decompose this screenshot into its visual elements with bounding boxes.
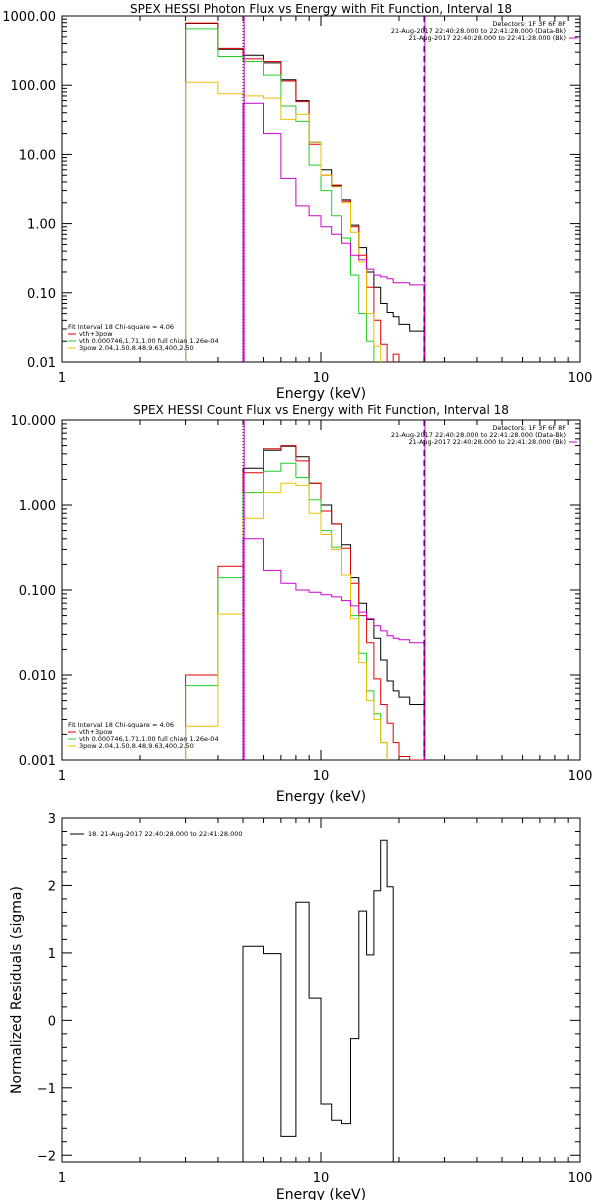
y-tick-label: −1 xyxy=(37,1082,56,1097)
y-ticks: 0.01 0.10 1.00 10.00 100.00 1000.00 xyxy=(2,10,580,371)
x-tick-label: 100 xyxy=(568,1171,593,1186)
y-tick-label: 10.000 xyxy=(11,414,57,429)
y-tick-label: 0 xyxy=(48,1014,56,1029)
legend-label: 18. 21-Aug-2017 22:40:28.000 to 22:41:28… xyxy=(88,830,243,838)
chart-panel-1: SPEX HESSI Photon Flux vs Energy with Fi… xyxy=(2,2,593,402)
x-ticks: 1 10 100 xyxy=(58,818,593,1186)
y-tick-label: 0.001 xyxy=(19,754,56,769)
y-tick-label: −2 xyxy=(37,1149,56,1164)
info-line: Detectors: 1F 3F 6F 8F xyxy=(492,20,566,28)
x-tick-label: 100 xyxy=(568,371,593,386)
chart-panel-3: Energy (keV) Normalized Residuals (sigma)… xyxy=(9,812,592,1200)
legend-label: vth 0.000746,1.71,1.00 full chian 1.26e-… xyxy=(79,337,219,345)
x-tick-label: 10 xyxy=(313,1171,330,1186)
x-tick-label: 10 xyxy=(313,769,330,784)
info-line: 21-Aug-2017 22:40:28.000 to 22:41:28.000… xyxy=(409,34,566,42)
y-tick-label: 1.000 xyxy=(19,499,56,514)
plot-frame xyxy=(61,817,581,1163)
y-tick-label: 0.10 xyxy=(27,287,56,302)
info-line: Detectors: 1F 3F 6F 8F xyxy=(492,424,566,432)
y-tick-label: 1.00 xyxy=(27,218,56,233)
x-tick-label: 10 xyxy=(313,371,330,386)
legend: Fit Interval 18 Chi-square = 4.06vth+3po… xyxy=(68,323,219,352)
y-ticks: 0.001 0.010 0.100 1.000 10.000 xyxy=(11,414,580,769)
series-line-5 xyxy=(242,102,425,362)
legend: 18. 21-Aug-2017 22:40:28.000 to 22:41:28… xyxy=(70,830,243,838)
info-line: 21-Aug-2017 22:40:28.000 to 22:41:28.000… xyxy=(391,27,566,35)
y-tick-label: 2 xyxy=(48,879,56,894)
chart-panel-2: SPEX HESSI Count Flux vs Energy with Fit… xyxy=(11,403,593,805)
series-line-2 xyxy=(185,445,425,760)
legend-label: 3pow 2.04,1.50,8.48,9.63,400,2.50 xyxy=(79,742,194,750)
series-line-3 xyxy=(185,28,425,362)
series-line-2 xyxy=(185,22,425,362)
series-line-1 xyxy=(185,23,425,362)
series-line-4 xyxy=(185,482,425,760)
series-line-1 xyxy=(242,445,425,760)
fit-caption: Fit Interval 18 Chi-square = 4.06 xyxy=(68,721,174,729)
y-tick-label: 0.100 xyxy=(19,584,56,599)
x-tick-label: 1 xyxy=(58,1171,66,1186)
y-tick-label: 0.010 xyxy=(19,669,56,684)
x-ticks: 1 10 100 xyxy=(58,420,593,784)
legend-label: vth 0.000746,1.71,1.00 full chian 1.26e-… xyxy=(79,735,219,743)
y-axis-label: Normalized Residuals (sigma) xyxy=(9,886,25,1094)
legend-label: vth+3pow xyxy=(79,728,113,736)
series-line-1 xyxy=(242,839,394,1162)
info-line: 21-Aug-2017 22:40:28.000 to 22:41:28.000… xyxy=(391,431,566,439)
y-tick-label: 10.00 xyxy=(19,148,56,163)
info-line: 21-Aug-2017 22:40:28.000 to 22:41:28.000… xyxy=(409,438,566,446)
y-tick-label: 0.01 xyxy=(27,356,56,371)
y-tick-label: 100.00 xyxy=(11,79,57,94)
series-line-5 xyxy=(242,538,425,760)
x-axis-label: Energy (keV) xyxy=(276,1187,366,1200)
y-tick-label: 1000.00 xyxy=(2,10,56,25)
series-group xyxy=(185,445,425,760)
x-tick-label: 100 xyxy=(568,769,593,784)
series-group xyxy=(185,22,425,362)
y-tick-label: 3 xyxy=(48,812,56,827)
y-ticks: −2 −1 0 1 2 3 xyxy=(37,812,580,1164)
fit-caption: Fit Interval 18 Chi-square = 4.06 xyxy=(68,323,174,331)
legend-label: 3pow 2.04,1.50,8.48,9.63,400,2.50 xyxy=(79,344,194,352)
series-group xyxy=(242,839,394,1162)
series-line-4 xyxy=(185,81,425,362)
legend: Fit Interval 18 Chi-square = 4.06vth+3po… xyxy=(68,721,219,750)
y-tick-label: 1 xyxy=(48,947,56,962)
x-ticks: 1 10 100 xyxy=(58,16,593,386)
legend-label: vth+3pow xyxy=(79,330,113,338)
x-axis-label: Energy (keV) xyxy=(276,789,366,805)
x-axis-label: Energy (keV) xyxy=(276,386,366,402)
x-tick-label: 1 xyxy=(58,769,66,784)
plot-frame xyxy=(61,419,581,761)
chart-title: SPEX HESSI Count Flux vs Energy with Fit… xyxy=(133,403,509,417)
series-line-3 xyxy=(185,462,425,760)
x-tick-label: 1 xyxy=(58,371,66,386)
chart-title: SPEX HESSI Photon Flux vs Energy with Fi… xyxy=(130,2,512,16)
